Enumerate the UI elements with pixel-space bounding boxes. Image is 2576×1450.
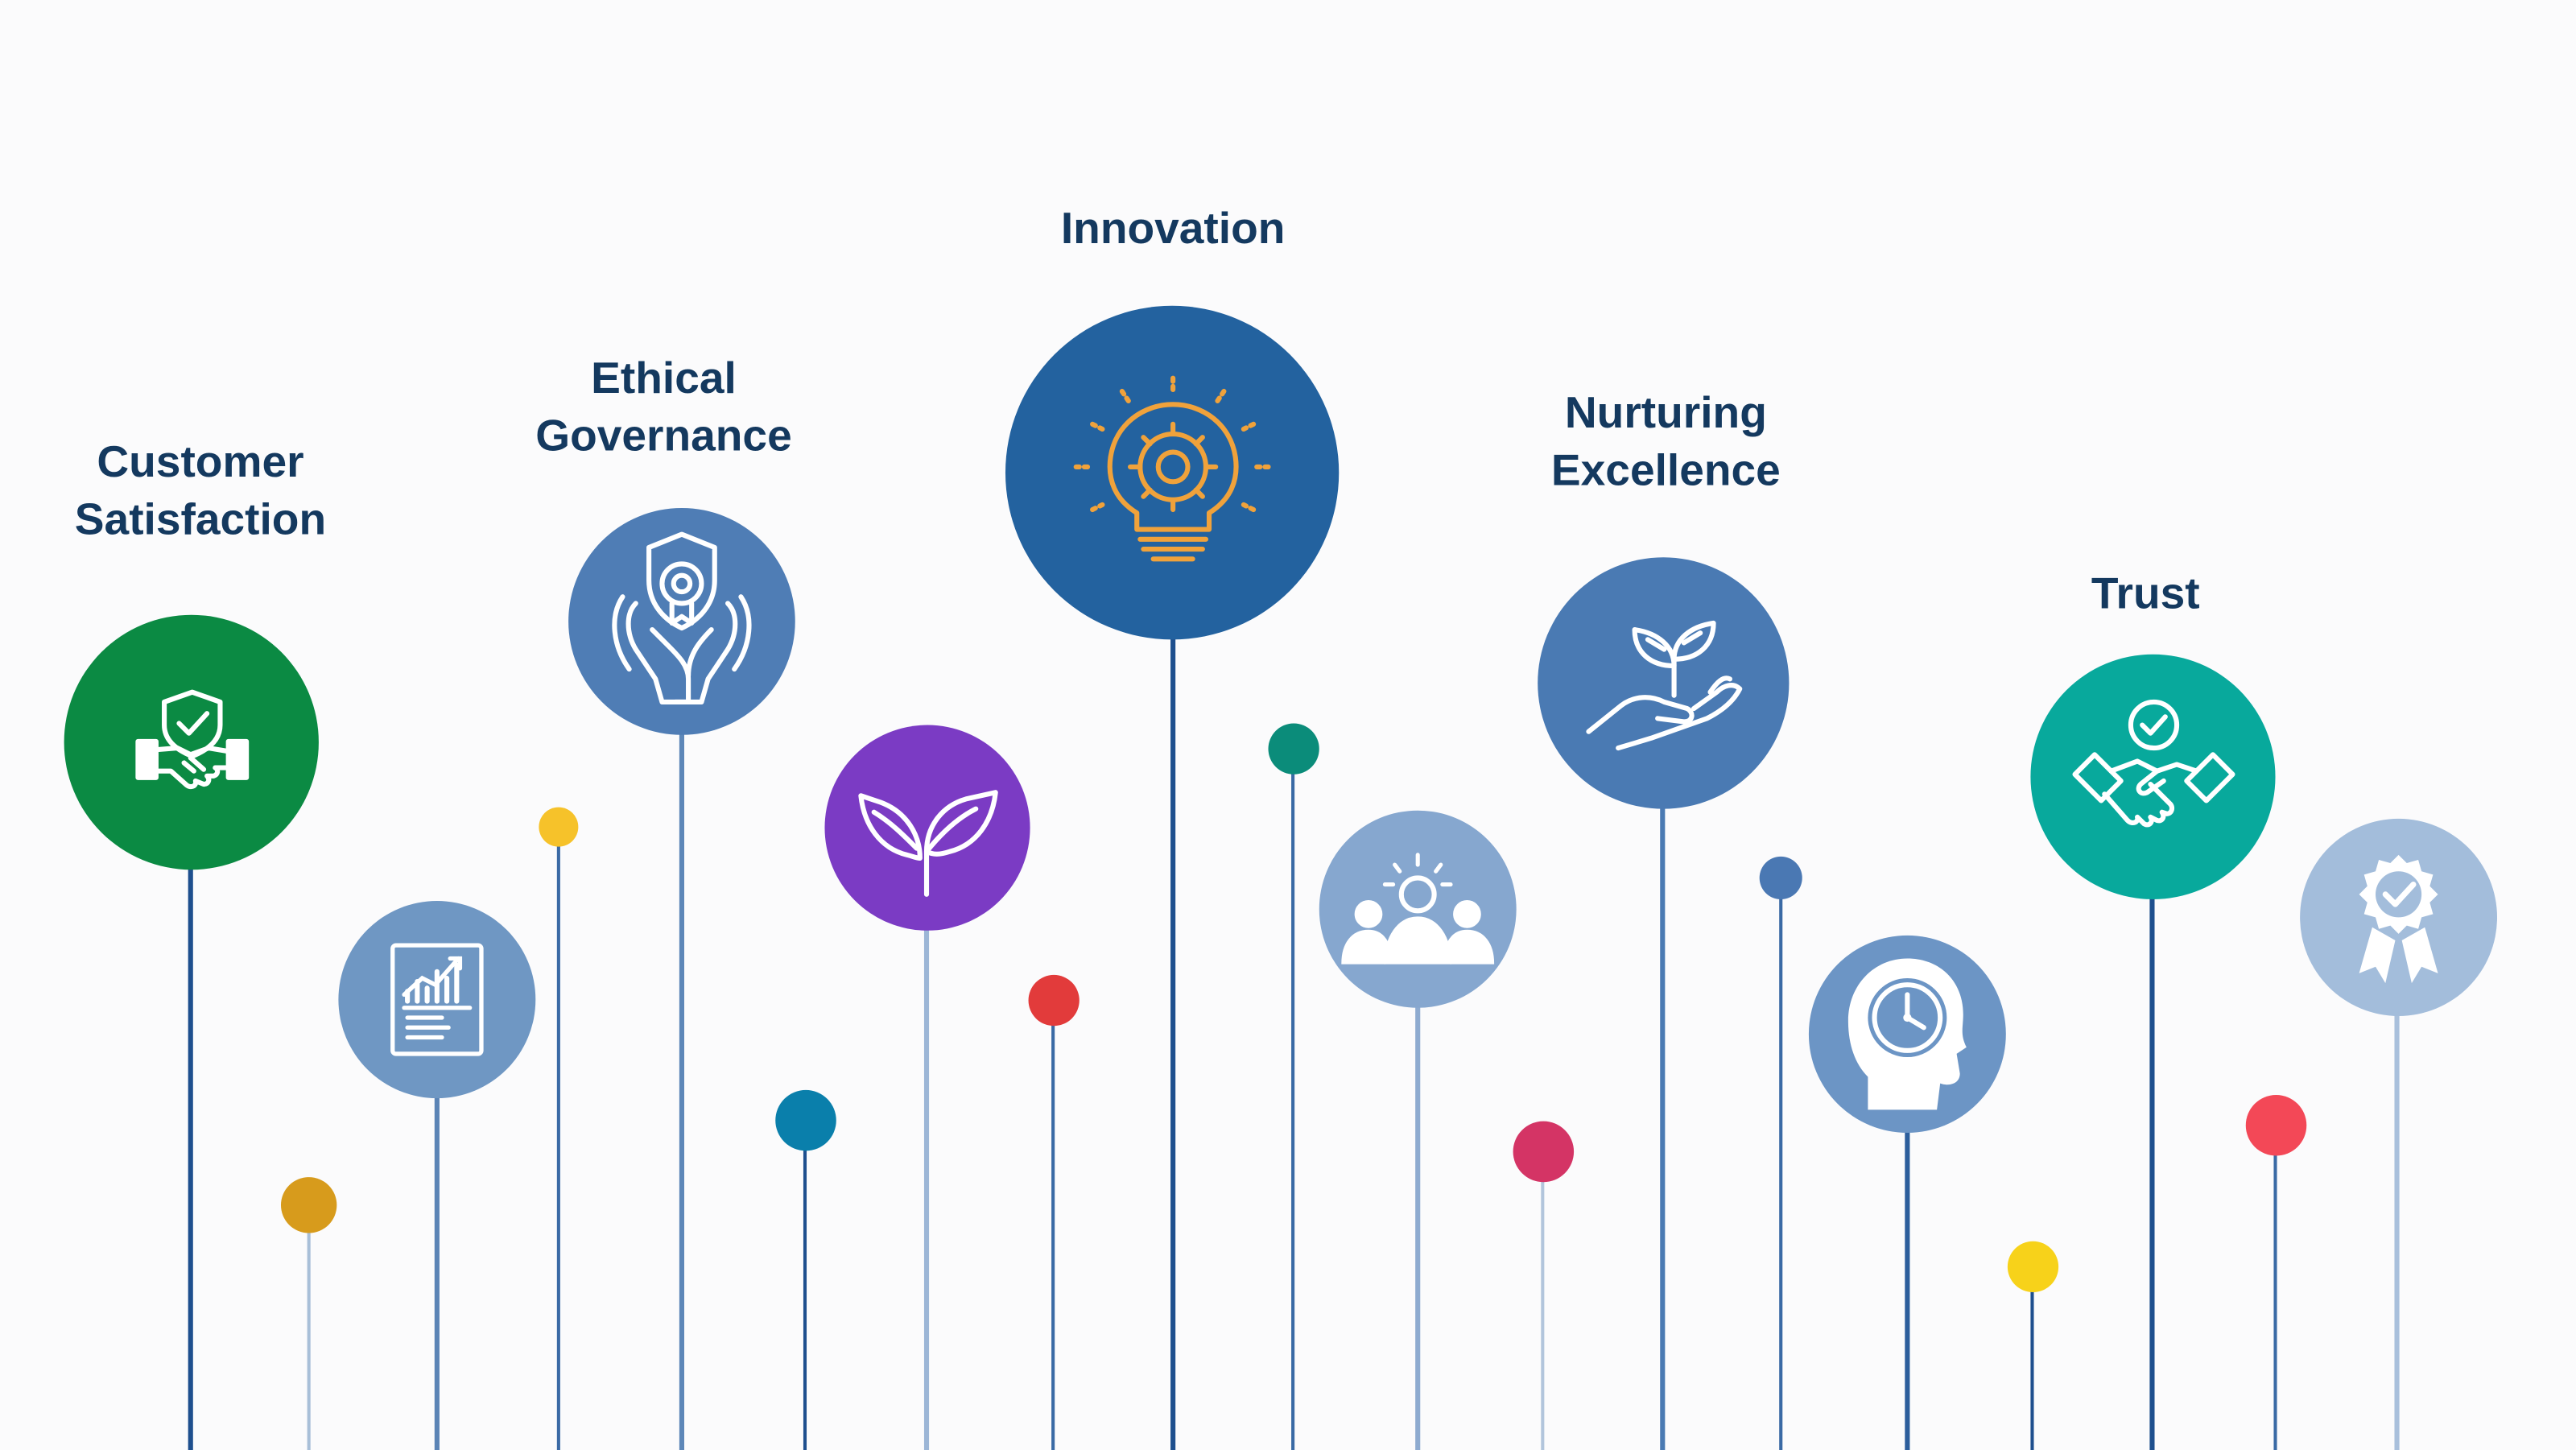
lightbulb-gear-icon bbox=[1072, 374, 1272, 561]
label-customer-satisfaction: Customer Satisfaction bbox=[75, 434, 326, 549]
node-nurturing-excellence bbox=[1538, 557, 1790, 809]
node-head bbox=[1808, 935, 2006, 1133]
node-trust bbox=[2030, 654, 2276, 899]
stem-report bbox=[434, 1084, 440, 1450]
team-idea-icon bbox=[1341, 853, 1495, 965]
accent-dot bbox=[1028, 974, 1080, 1027]
head-clock-icon bbox=[1847, 958, 1967, 1110]
shield-handshake-icon bbox=[134, 688, 249, 789]
stem-ethical-governance bbox=[679, 723, 684, 1450]
stem-dot-7 bbox=[1779, 895, 1783, 1450]
stem-dot-3 bbox=[803, 1142, 807, 1450]
stem-dot-4 bbox=[1051, 1019, 1055, 1450]
label-line: Trust bbox=[2091, 568, 2200, 618]
node-innovation bbox=[1005, 305, 1340, 640]
hand-sprout-icon bbox=[1585, 619, 1742, 750]
accent-dot bbox=[1268, 723, 1319, 775]
report-chart-icon bbox=[390, 943, 484, 1056]
accent-dot bbox=[2245, 1094, 2307, 1156]
label-line: Nurturing bbox=[1564, 387, 1767, 438]
label-line: Customer bbox=[97, 437, 304, 487]
stem-dot-9 bbox=[2273, 1142, 2277, 1450]
accent-dot bbox=[280, 1177, 337, 1233]
stem-customer-satisfaction bbox=[188, 830, 193, 1450]
accent-dot bbox=[2007, 1241, 2059, 1293]
node-award bbox=[2300, 818, 2498, 1016]
label-ethical-governance: Ethical Governance bbox=[535, 350, 792, 465]
label-trust: Trust bbox=[2091, 565, 2200, 622]
stem-dot-5 bbox=[1291, 769, 1295, 1450]
label-line: Governance bbox=[535, 411, 792, 461]
label-line: Innovation bbox=[1060, 204, 1286, 254]
stem-dot-6 bbox=[1541, 1170, 1545, 1450]
node-customer-satisfaction bbox=[64, 614, 319, 870]
label-nurturing-excellence: Nurturing Excellence bbox=[1551, 385, 1781, 500]
accent-dot bbox=[539, 807, 579, 847]
hands-badge-icon bbox=[612, 531, 752, 704]
stem-nurturing-excellence bbox=[1660, 797, 1666, 1450]
handshake-check-icon bbox=[2071, 698, 2235, 827]
stem-team bbox=[1415, 994, 1421, 1450]
stem-head bbox=[1905, 1117, 1910, 1450]
award-ribbon-icon bbox=[2359, 854, 2438, 984]
stem-dot-1 bbox=[307, 1229, 311, 1450]
node-sprout bbox=[824, 725, 1030, 931]
accent-dot bbox=[775, 1089, 836, 1151]
label-innovation: Innovation bbox=[1061, 200, 1286, 258]
node-report bbox=[338, 901, 536, 1099]
accent-dot bbox=[1759, 856, 1802, 899]
accent-dot bbox=[1513, 1121, 1575, 1183]
node-team bbox=[1319, 810, 1517, 1008]
stem-dot-8 bbox=[2030, 1285, 2034, 1450]
node-ethical-governance bbox=[568, 507, 795, 735]
label-line: Excellence bbox=[1550, 445, 1781, 495]
stem-trust bbox=[2149, 887, 2155, 1450]
stem-innovation bbox=[1170, 624, 1176, 1450]
stem-sprout bbox=[923, 920, 930, 1450]
sprout-icon bbox=[857, 789, 997, 896]
label-line: Satisfaction bbox=[74, 494, 327, 544]
label-line: Ethical bbox=[591, 353, 737, 403]
stem-dot-2 bbox=[556, 841, 560, 1450]
stem-award bbox=[2394, 1002, 2400, 1450]
